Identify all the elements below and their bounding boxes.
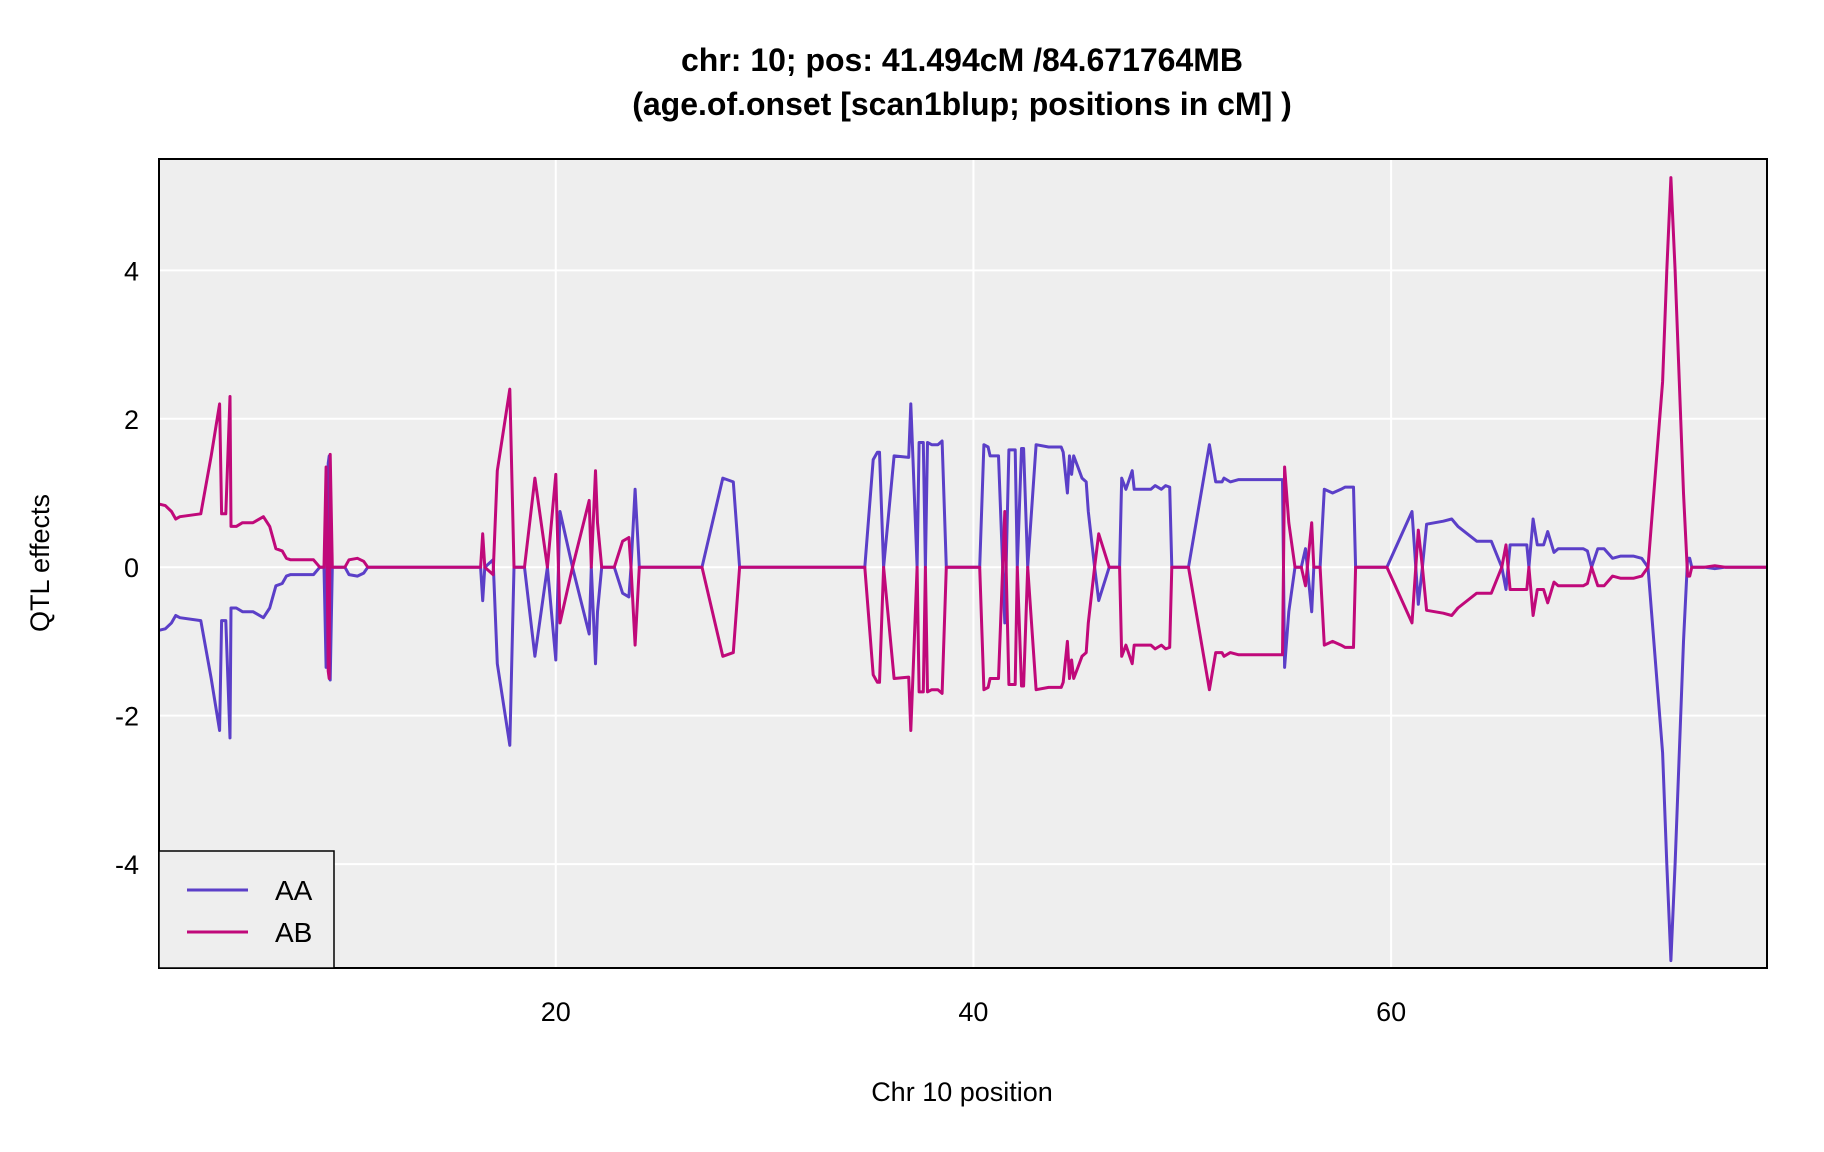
y-axis-ticks: -4 -2 0 2 4: [115, 256, 139, 880]
y-tick-label: -2: [115, 702, 139, 732]
y-tick-label: -4: [115, 850, 139, 880]
plot-panel: [159, 159, 1767, 968]
legend-box: [158, 850, 335, 969]
y-tick-label: 0: [124, 553, 139, 583]
legend-label-ab: AB: [275, 917, 312, 948]
x-tick-label: 60: [1376, 997, 1406, 1027]
x-tick-label: 40: [958, 997, 988, 1027]
series-lines: [158, 176, 1767, 963]
x-axis-ticks: 20 40 60: [541, 997, 1406, 1027]
x-tick-label: 20: [541, 997, 571, 1027]
y-axis-label: QTL effects: [25, 494, 55, 632]
plot-frame: [158, 158, 1768, 969]
legend-label-aa: AA: [275, 875, 313, 906]
y-tick-label: 4: [124, 256, 139, 286]
y-tick-label: 2: [124, 405, 139, 435]
series-line-ab: [158, 176, 1767, 732]
chart-title: chr: 10; pos: 41.494cM /84.671764MB: [681, 42, 1243, 78]
chart-subtitle: (age.of.onset [scan1blup; positions in c…: [632, 86, 1292, 122]
legend: AA AB: [158, 850, 335, 969]
series-line-aa: [158, 402, 1767, 963]
x-axis-label: Chr 10 position: [871, 1077, 1053, 1107]
